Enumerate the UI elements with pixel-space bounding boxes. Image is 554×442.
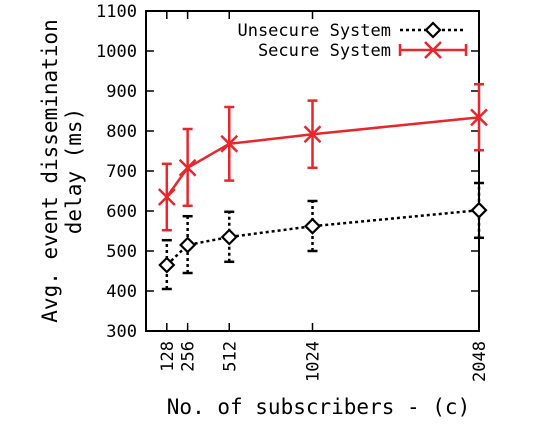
x-tick-label: 1024 [304, 341, 324, 382]
x-marker-stroke [157, 188, 176, 206]
y-axis-title-line: delay (ms) [62, 108, 86, 234]
y-tick-label: 800 [106, 122, 137, 142]
y-tick-label: 900 [106, 82, 137, 102]
legend-label-secure: Secure System [258, 41, 391, 61]
secure-data-point [157, 188, 176, 206]
x-axis-title: No. of subscribers - (c) [167, 395, 470, 419]
y-tick-label: 1100 [96, 2, 137, 22]
y-tick-label: 400 [106, 282, 137, 302]
x-tick-label: 256 [179, 341, 199, 372]
secure-series-line [165, 116, 480, 198]
unsecure-series-line [165, 208, 480, 266]
secure-data-point [303, 125, 322, 144]
x-marker-stroke [424, 41, 442, 59]
y-axis-title-line: Avg. event dissemination [38, 19, 62, 322]
x-marker-stroke [470, 108, 488, 127]
x-marker-stroke [303, 125, 322, 144]
y-axis-title: Avg. event disseminationdelay (ms) [38, 19, 86, 322]
unsecure-data-point [179, 236, 197, 254]
x-marker-stroke [220, 134, 239, 153]
y-tick-label: 1000 [96, 42, 137, 62]
secure-data-point [220, 134, 239, 153]
legend-label-unsecure: Unsecure System [237, 21, 391, 41]
secure-data-point [178, 158, 197, 177]
plot-area: 300 400 500 600 700 800 900 1000 1100 128 256 512 10… [96, 2, 490, 382]
y-tick-label: 300 [106, 322, 137, 342]
unsecure-data-point [158, 256, 176, 274]
x-tick-label: 2048 [470, 341, 490, 382]
y-tick-label: 700 [106, 162, 137, 182]
unsecure-data-point [470, 201, 488, 219]
unsecure-data-point [303, 217, 322, 235]
legend-marker-unsecure [424, 21, 442, 39]
y-tick-label: 600 [106, 202, 137, 222]
unsecure-data-point [220, 228, 238, 246]
legend-marker-secure [424, 41, 442, 59]
y-tick-label: 500 [106, 242, 137, 262]
x-tick-label: 128 [158, 341, 178, 372]
secure-data-point [470, 108, 488, 127]
x-marker-stroke [178, 158, 197, 177]
x-tick-label: 512 [220, 341, 240, 372]
